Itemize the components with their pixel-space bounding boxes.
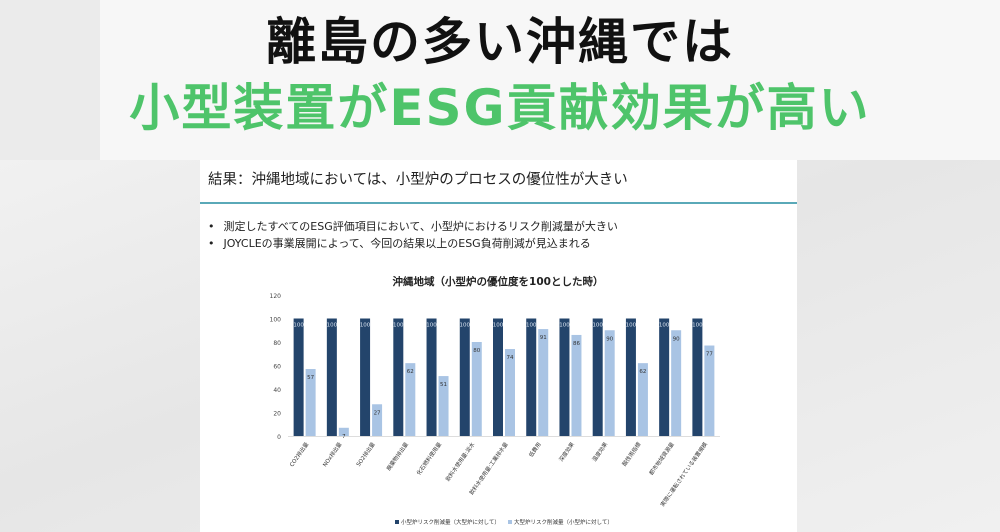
header-background: [100, 0, 1000, 160]
data-label: 100: [460, 323, 471, 329]
data-label: 62: [639, 369, 646, 375]
data-label: 90: [673, 336, 680, 342]
legend-label: 大型炉リスク削減量（小型炉に対して）: [514, 518, 613, 526]
bar-series-2: [438, 376, 449, 436]
x-tick-label: 飲料水使用量:淡水: [444, 440, 477, 483]
bullet-item: JOYCLEの事業展開によって、今回の結果以上のESG負荷削減が見込まれる: [208, 235, 618, 252]
data-label: 90: [606, 336, 613, 342]
y-tick-label: 80: [273, 340, 281, 347]
legend-label: 小型炉リスク削減量（大型炉に対して）: [401, 518, 500, 526]
bar-series-2: [538, 329, 549, 436]
bar-series-1: [692, 318, 703, 436]
data-label: 100: [659, 323, 670, 329]
bar-series-1: [360, 318, 371, 436]
y-tick-label: 40: [273, 387, 281, 394]
bar-series-1: [393, 318, 404, 436]
x-tick-label: 温度効果: [590, 440, 609, 463]
y-tick-label: 20: [273, 411, 281, 418]
bar-series-2: [372, 404, 383, 436]
data-label: 100: [393, 323, 404, 329]
x-tick-label: 深度効果: [557, 440, 576, 463]
x-tick-label: 化石燃料使用量: [415, 440, 444, 477]
bar-series-2: [505, 349, 515, 436]
bar-chart: 沖縄地域（小型炉の優位度を100とした時） 0 20 40 60 80 100 120 100 1…: [270, 275, 720, 526]
data-label: 100: [592, 323, 603, 329]
x-tick-label: NOx排出量: [321, 440, 344, 468]
data-label: 100: [426, 323, 437, 329]
data-label: 100: [692, 323, 703, 329]
data-label: 57: [307, 375, 314, 381]
x-tick-label: CO2排出量: [288, 440, 311, 468]
bar-series-2: [571, 334, 582, 436]
bar-series-2: [471, 342, 482, 436]
y-tick-label: 60: [273, 364, 281, 371]
bar-series-2: [405, 363, 416, 436]
y-tick-label: 100: [270, 317, 282, 324]
data-label: 100: [626, 323, 637, 329]
legend-swatch: [508, 520, 512, 524]
x-tick-label: 都市地域資源量: [647, 440, 676, 477]
slide-heading: 結果：沖縄地域においては、小型炉のプロセスの優位性が大きい: [208, 172, 628, 188]
data-label: 62: [407, 369, 414, 375]
chart-title: 沖縄地域（小型炉の優位度を100とした時）: [393, 275, 604, 288]
legend-swatch: [395, 520, 399, 524]
data-label: 100: [493, 323, 504, 329]
page-title-line2: 小型装置がESG貢献効果が高い: [129, 79, 871, 137]
bar-series-1: [592, 318, 603, 436]
bar-series-1: [526, 318, 537, 436]
data-label: 27: [374, 410, 381, 416]
data-label: 74: [507, 355, 514, 361]
data-label: 100: [526, 323, 537, 329]
bar-series-1: [625, 318, 636, 436]
page-title-line1: 離島の多い沖縄では: [266, 13, 734, 71]
data-label: 51: [440, 382, 447, 388]
y-tick-label: 120: [270, 293, 282, 300]
data-label: 100: [360, 323, 371, 329]
bar-series-1: [559, 318, 570, 436]
data-label: 91: [540, 335, 547, 341]
bar-series-2: [637, 363, 648, 436]
bullet-list: 測定したすべてのESG評価項目において、小型炉におけるリスク削減量が大きい JO…: [208, 218, 618, 252]
bar-series-1: [659, 318, 670, 436]
bullet-item: 測定したすべてのESG評価項目において、小型炉におけるリスク削減量が大きい: [208, 218, 618, 235]
result-slide: 結果：沖縄地域においては、小型炉のプロセスの優位性が大きい 測定したすべてのES…: [200, 160, 797, 532]
data-label: 77: [706, 352, 713, 358]
bar-series-2: [704, 345, 715, 436]
bar-series-2: [671, 330, 682, 436]
x-tick-label: 酸性雨指標: [620, 440, 643, 468]
data-label: 100: [327, 323, 338, 329]
data-label: 100: [559, 323, 570, 329]
y-tick-label: 0: [277, 434, 281, 441]
x-tick-label: SO2排出量: [354, 440, 377, 468]
bar-series-1: [459, 318, 470, 436]
bar-series-2: [338, 427, 349, 436]
bar-series-1: [493, 318, 503, 436]
data-label: 80: [473, 348, 480, 354]
x-tick-label: 廃棄物排出量: [384, 440, 410, 472]
bar-series-1: [326, 318, 337, 436]
x-tick-label: 低費用: [527, 441, 543, 459]
heading-divider: [200, 202, 797, 204]
bar-series-2: [305, 369, 316, 436]
bar-series-1: [293, 318, 304, 436]
bar-series-1: [426, 318, 437, 436]
bar-series-2: [604, 330, 615, 436]
data-label: 86: [573, 341, 580, 347]
data-label: 100: [293, 323, 304, 329]
